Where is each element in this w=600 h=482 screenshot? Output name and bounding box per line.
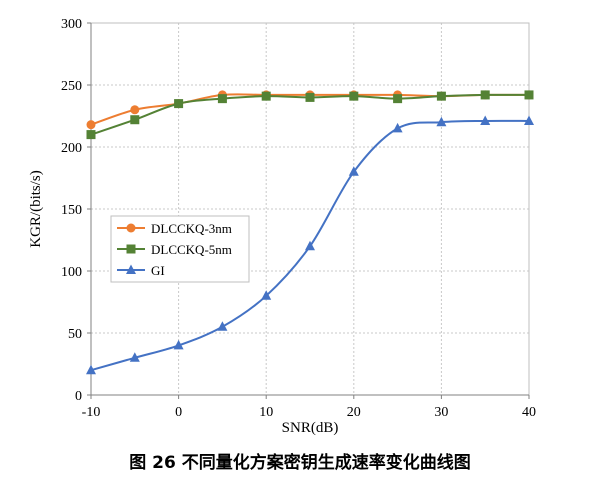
data-point	[129, 352, 140, 362]
grid	[91, 23, 529, 395]
data-point	[217, 94, 227, 104]
data-point	[261, 290, 272, 300]
data-point	[348, 166, 359, 176]
x-tick-label: 20	[347, 405, 361, 420]
data-point	[480, 90, 490, 100]
legend-label: DLCCKQ-3nm	[151, 221, 232, 236]
y-tick-label: 200	[61, 141, 82, 156]
data-point	[86, 120, 96, 130]
y-tick-label: 50	[68, 327, 82, 342]
figure-caption: 图 26 不同量化方案密钥生成速率变化曲线图	[129, 453, 471, 473]
data-point	[217, 321, 228, 331]
data-point	[436, 116, 447, 127]
legend-marker	[126, 244, 136, 254]
data-point	[305, 240, 315, 251]
y-tick-label: 0	[75, 389, 82, 404]
x-axis-label: SNR(dB)	[282, 420, 339, 436]
x-tick-label: 0	[175, 405, 182, 420]
data-point	[480, 115, 491, 125]
data-point	[393, 94, 403, 104]
data-point	[392, 122, 403, 133]
data-point	[86, 130, 96, 140]
data-point	[173, 339, 184, 350]
legend-marker	[126, 223, 136, 233]
x-tick-label: 10	[259, 405, 273, 420]
data-point	[524, 90, 534, 100]
data-point	[349, 91, 359, 101]
data-point	[305, 92, 315, 102]
legend-item: DLCCKQ-3nm	[117, 221, 232, 236]
y-tick-label: 150	[61, 203, 82, 218]
x-tick-label: 30	[434, 405, 448, 420]
y-tick-label: 250	[61, 79, 82, 94]
y-tick-label: 100	[61, 265, 82, 280]
data-point	[86, 364, 96, 375]
data-point	[174, 99, 184, 109]
x-tick-label: -10	[82, 405, 101, 420]
data-point	[130, 105, 140, 115]
series-gi	[86, 115, 534, 375]
series	[86, 90, 534, 375]
series-dlcckq-5nm	[86, 90, 534, 140]
y-axis-label: KGR/(bits/s)	[28, 170, 44, 248]
data-point	[524, 115, 534, 125]
legend: DLCCKQ-3nm DLCCKQ-5nm GI	[110, 215, 250, 283]
data-point	[130, 115, 140, 125]
data-point	[261, 91, 271, 101]
legend-label: DLCCKQ-5nm	[151, 242, 232, 257]
legend-label: GI	[151, 263, 165, 278]
legend-item: DLCCKQ-5nm	[117, 242, 232, 257]
data-point	[436, 91, 446, 101]
legend-marker	[126, 264, 136, 274]
legend-item: GI	[117, 263, 165, 278]
x-tick-label: 40	[522, 405, 536, 420]
y-tick-label: 300	[61, 17, 82, 32]
